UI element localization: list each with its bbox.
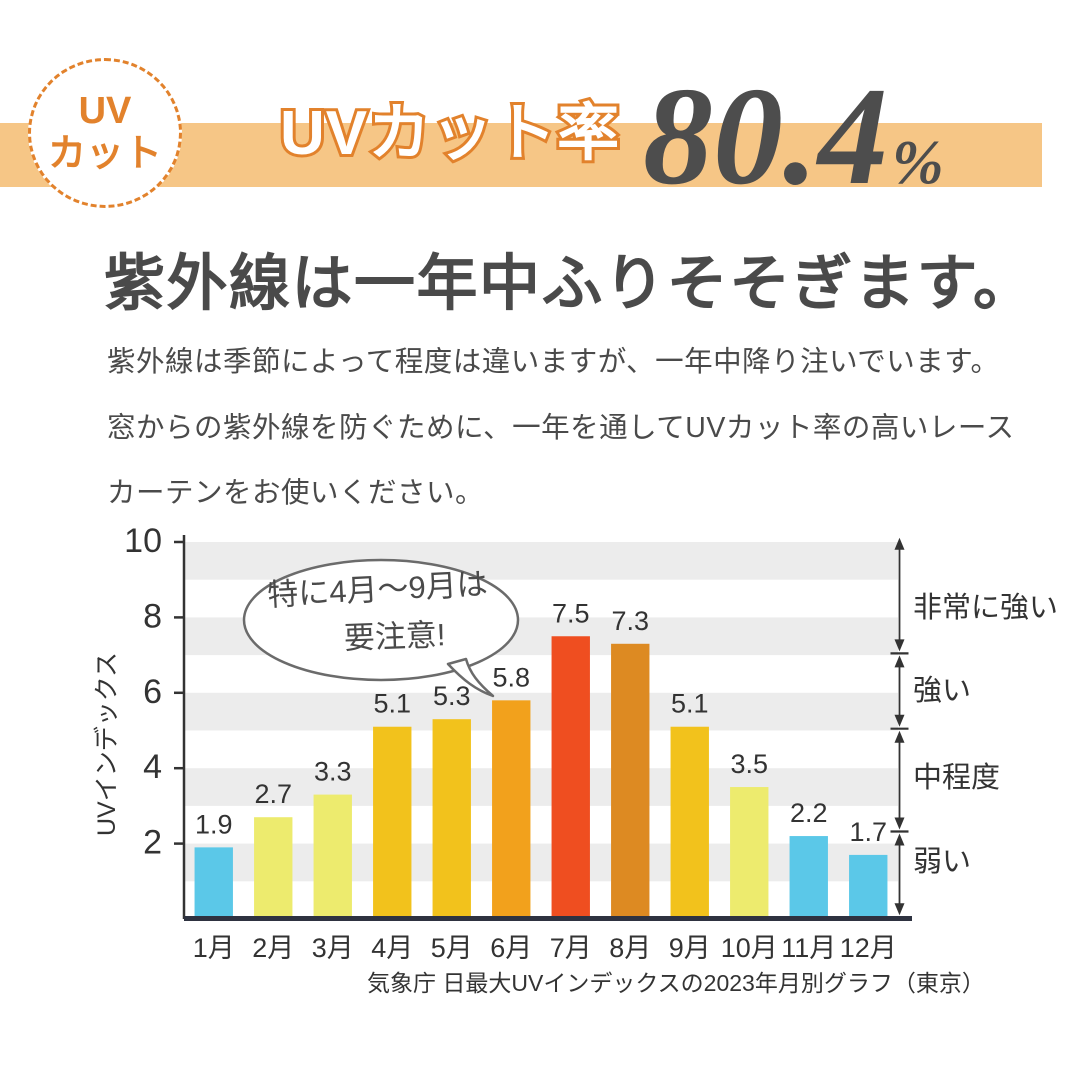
svg-text:7月: 7月 [550, 933, 592, 963]
svg-text:9月: 9月 [669, 933, 711, 963]
svg-text:6: 6 [143, 673, 162, 711]
svg-text:7.5: 7.5 [552, 598, 590, 628]
svg-text:5.1: 5.1 [671, 689, 709, 719]
svg-text:5.1: 5.1 [373, 689, 411, 719]
svg-text:2月: 2月 [252, 933, 294, 963]
svg-text:12月: 12月 [840, 933, 897, 963]
svg-text:3.3: 3.3 [314, 757, 352, 787]
svg-text:8月: 8月 [609, 933, 651, 963]
svg-text:10: 10 [124, 522, 162, 560]
svg-text:2.2: 2.2 [790, 798, 828, 828]
svg-text:3月: 3月 [312, 933, 354, 963]
svg-text:8: 8 [143, 597, 162, 635]
svg-text:5.3: 5.3 [433, 681, 471, 711]
svg-text:弱い: 弱い [913, 846, 971, 878]
svg-text:強い: 強い [913, 674, 971, 707]
svg-text:7.3: 7.3 [611, 606, 649, 636]
svg-text:4月: 4月 [371, 933, 413, 963]
svg-text:非常に強い: 非常に強い [913, 591, 1058, 624]
svg-text:6月: 6月 [490, 933, 532, 963]
svg-text:1.9: 1.9 [195, 809, 233, 839]
svg-text:気象庁 日最大UVインデックスの2023年月別グラフ（東京）: 気象庁 日最大UVインデックスの2023年月別グラフ（東京） [367, 970, 985, 996]
svg-text:1月: 1月 [193, 933, 235, 963]
svg-text:要注意!: 要注意! [343, 617, 446, 656]
svg-text:5.8: 5.8 [492, 662, 530, 692]
svg-text:4: 4 [143, 748, 162, 786]
svg-text:中程度: 中程度 [913, 761, 1000, 794]
svg-text:1.7: 1.7 [849, 817, 887, 847]
svg-text:UVインデックス: UVインデックス [93, 652, 121, 836]
svg-text:3.5: 3.5 [730, 749, 768, 779]
svg-text:2.7: 2.7 [254, 779, 292, 809]
svg-text:10月: 10月 [721, 933, 778, 963]
svg-text:2: 2 [143, 824, 162, 862]
svg-text:11月: 11月 [781, 933, 836, 963]
svg-text:5月: 5月 [431, 933, 473, 963]
